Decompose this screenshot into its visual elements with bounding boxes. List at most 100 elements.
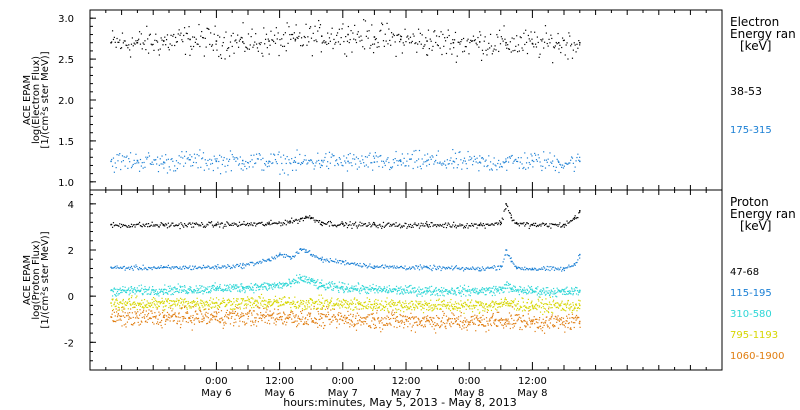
scatter-dot	[413, 223, 415, 226]
scatter-dot	[446, 304, 448, 306]
scatter-dot	[546, 42, 548, 45]
scatter-dot	[490, 305, 492, 307]
scatter-dot	[550, 266, 552, 268]
scatter-dot	[431, 304, 433, 306]
scatter-dot	[288, 26, 290, 28]
scatter-dot	[530, 292, 532, 294]
scatter-dot	[552, 293, 554, 295]
scatter-dot	[198, 320, 200, 322]
scatter-dot	[374, 38, 376, 41]
scatter-dot	[567, 58, 569, 60]
scatter-dot	[260, 314, 262, 316]
scatter-dot	[366, 297, 368, 299]
scatter-dot	[489, 306, 491, 308]
scatter-dot	[214, 25, 216, 27]
scatter-dot	[253, 264, 255, 267]
scatter-dot	[231, 315, 233, 318]
scatter-dot	[286, 220, 288, 222]
scatter-dot	[553, 224, 556, 226]
scatter-dot	[413, 290, 415, 292]
scatter-dot	[275, 301, 277, 303]
scatter-dot	[129, 268, 131, 271]
scatter-dot	[181, 315, 183, 318]
scatter-dot	[127, 267, 129, 269]
scatter-dot	[408, 225, 411, 228]
scatter-dot	[494, 287, 497, 289]
scatter-dot	[380, 225, 382, 227]
scatter-dot	[345, 162, 347, 164]
scatter-dot	[451, 265, 453, 267]
scatter-dot	[288, 316, 290, 318]
scatter-dot	[236, 42, 238, 44]
data-point	[320, 159, 323, 162]
scatter-dot	[197, 313, 199, 315]
scatter-dot	[577, 306, 579, 309]
scatter-dot	[157, 49, 160, 51]
scatter-dot	[158, 226, 160, 228]
scatter-dot	[205, 287, 207, 289]
scatter-dot	[260, 312, 262, 314]
scatter-dot	[205, 303, 207, 306]
scatter-dot	[300, 163, 302, 166]
scatter-dot	[453, 307, 455, 309]
scatter-dot	[578, 292, 580, 294]
scatter-dot	[399, 310, 402, 312]
scatter-dot	[558, 291, 561, 293]
scatter-dot	[229, 313, 231, 315]
scatter-dot	[453, 293, 455, 295]
scatter-dot	[358, 283, 360, 285]
scatter-dot	[261, 319, 263, 322]
scatter-dot	[573, 307, 575, 310]
y-tick-label: 2.5	[58, 55, 74, 66]
scatter-dot	[224, 321, 226, 323]
scatter-dot	[152, 321, 154, 324]
scatter-dot	[244, 303, 246, 305]
scatter-dot	[365, 287, 367, 289]
scatter-dot	[251, 288, 253, 290]
scatter-dot	[497, 303, 499, 305]
scatter-dot	[316, 160, 318, 162]
scatter-dot	[190, 268, 192, 271]
scatter-dot	[446, 36, 448, 39]
scatter-dot	[423, 304, 426, 307]
scatter-dot	[141, 48, 143, 50]
scatter-dot	[167, 264, 169, 267]
scatter-dot	[417, 166, 419, 168]
scatter-dot	[471, 164, 474, 166]
scatter-dot	[316, 220, 318, 222]
scatter-dot	[496, 303, 498, 305]
scatter-dot	[252, 262, 254, 264]
scatter-dot	[487, 164, 489, 167]
scatter-dot	[262, 283, 264, 285]
scatter-dot	[252, 310, 255, 312]
scatter-dot	[553, 155, 556, 157]
scatter-dot	[412, 287, 414, 289]
data-point	[268, 160, 270, 163]
scatter-dot	[442, 303, 444, 305]
scatter-dot	[241, 312, 243, 314]
scatter-dot	[254, 222, 256, 224]
scatter-dot	[272, 257, 274, 259]
scatter-dot	[519, 308, 521, 310]
scatter-dot	[190, 286, 192, 289]
scatter-dot	[216, 288, 218, 290]
scatter-dot	[552, 62, 554, 64]
scatter-dot	[452, 224, 454, 226]
scatter-dot	[557, 306, 559, 308]
scatter-dot	[164, 162, 166, 164]
scatter-dot	[325, 288, 327, 291]
scatter-dot	[366, 225, 368, 227]
scatter-dot	[523, 166, 525, 169]
scatter-dot	[317, 279, 319, 281]
scatter-dot	[302, 161, 304, 163]
scatter-dot	[282, 169, 284, 171]
scatter-dot	[264, 260, 266, 262]
scatter-dot	[419, 293, 421, 295]
scatter-dot	[179, 320, 181, 322]
scatter-dot	[410, 306, 412, 308]
scatter-dot	[378, 307, 380, 309]
scatter-dot	[151, 312, 153, 314]
scatter-dot	[413, 309, 416, 311]
scatter-dot	[467, 290, 469, 292]
scatter-dot	[535, 291, 537, 293]
